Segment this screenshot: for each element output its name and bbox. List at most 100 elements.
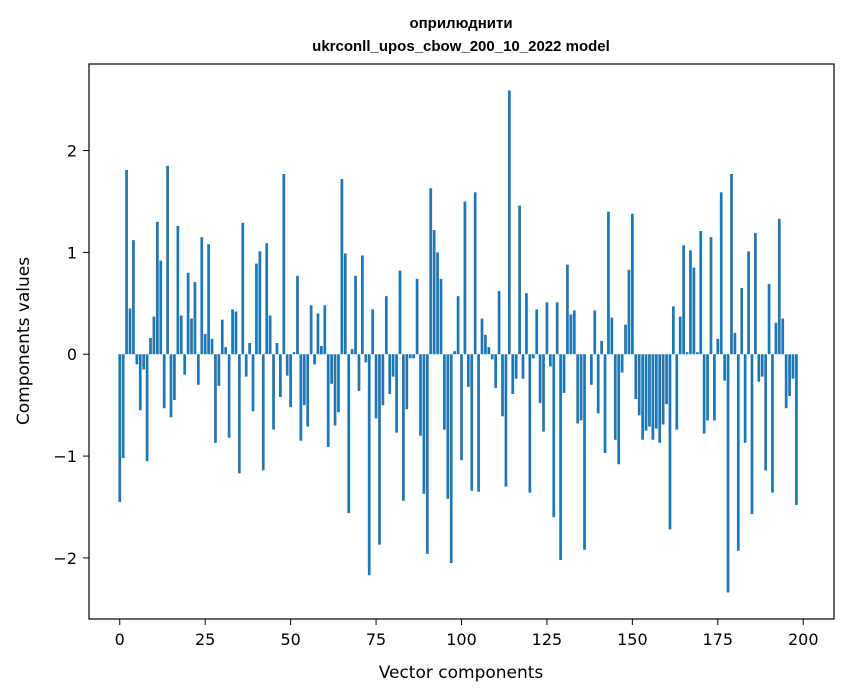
bar-21 bbox=[190, 318, 193, 355]
bar-86 bbox=[412, 354, 416, 359]
chart-title-line1: оприлюднити bbox=[409, 15, 512, 32]
bar-4 bbox=[132, 240, 135, 355]
bar-1 bbox=[121, 354, 125, 459]
bar-165 bbox=[682, 245, 685, 355]
bar-42 bbox=[261, 354, 265, 471]
bar-88 bbox=[419, 354, 422, 436]
bar-27 bbox=[210, 338, 214, 355]
bar-119 bbox=[525, 293, 528, 355]
bar-126 bbox=[548, 354, 552, 367]
bar-121 bbox=[531, 354, 535, 359]
bar-62 bbox=[330, 354, 333, 384]
bar-12 bbox=[159, 260, 163, 355]
bar-116 bbox=[514, 354, 518, 379]
bar-138 bbox=[590, 354, 593, 385]
x-tick-label-125: 125 bbox=[532, 630, 563, 649]
bar-80 bbox=[391, 354, 395, 377]
x-tick-label-50: 50 bbox=[280, 630, 300, 649]
bar-105 bbox=[477, 354, 480, 492]
bar-171 bbox=[702, 354, 706, 434]
bar-2 bbox=[125, 169, 128, 355]
bar-139 bbox=[593, 310, 597, 355]
bar-169 bbox=[695, 352, 699, 355]
bar-129 bbox=[559, 354, 562, 560]
bar-23 bbox=[196, 354, 200, 385]
bar-50 bbox=[289, 354, 292, 408]
bar-189 bbox=[764, 354, 768, 471]
bar-0 bbox=[118, 354, 122, 502]
bar-167 bbox=[689, 250, 692, 355]
bar-83 bbox=[402, 354, 405, 501]
bar-8 bbox=[145, 354, 149, 462]
bar-175 bbox=[716, 338, 720, 355]
bar-5 bbox=[135, 354, 139, 365]
bar-69 bbox=[354, 275, 357, 355]
y-tick-label--1: −1 bbox=[53, 447, 77, 466]
bar-101 bbox=[463, 201, 467, 355]
bar-18 bbox=[179, 315, 183, 355]
x-axis-ticks: 0 25 50 75 100 125 150 175 200 bbox=[115, 619, 819, 649]
bar-57 bbox=[313, 354, 316, 365]
bar-155 bbox=[648, 354, 651, 427]
bar-192 bbox=[774, 322, 778, 355]
bar-198 bbox=[795, 354, 798, 505]
bar-188 bbox=[760, 354, 764, 377]
bar-76 bbox=[378, 354, 381, 545]
y-tick-label--2: −2 bbox=[53, 549, 77, 568]
bar-85 bbox=[408, 354, 412, 359]
bar-39 bbox=[251, 354, 255, 412]
bar-170 bbox=[699, 231, 703, 355]
bar-55 bbox=[306, 354, 310, 427]
bar-181 bbox=[736, 354, 740, 551]
bar-19 bbox=[183, 354, 187, 375]
bar-32 bbox=[227, 354, 231, 438]
bar-134 bbox=[576, 354, 580, 424]
bar-33 bbox=[231, 309, 234, 355]
bar-149 bbox=[627, 269, 631, 355]
x-tick-label-25: 25 bbox=[195, 630, 215, 649]
bar-74 bbox=[371, 309, 375, 355]
bar-81 bbox=[395, 354, 398, 433]
bar-16 bbox=[173, 354, 176, 401]
x-tick-label-75: 75 bbox=[366, 630, 386, 649]
bar-193 bbox=[777, 218, 781, 355]
bar-128 bbox=[555, 302, 559, 355]
bar-196 bbox=[788, 354, 791, 396]
y-tick-label-0: 0 bbox=[67, 345, 77, 364]
bar-157 bbox=[654, 354, 658, 429]
bar-178 bbox=[726, 354, 730, 593]
bar-77 bbox=[381, 354, 385, 406]
bar-174 bbox=[713, 354, 716, 421]
bar-130 bbox=[562, 354, 566, 393]
bar-152 bbox=[637, 354, 641, 416]
bar-31 bbox=[224, 347, 228, 355]
bar-47 bbox=[279, 354, 282, 397]
bar-13 bbox=[162, 354, 166, 409]
bar-144 bbox=[610, 317, 614, 355]
bar-72 bbox=[364, 354, 368, 363]
bar-164 bbox=[678, 316, 682, 355]
bar-114 bbox=[507, 90, 511, 355]
bar-38 bbox=[248, 343, 251, 355]
bar-183 bbox=[743, 354, 747, 443]
bar-64 bbox=[337, 354, 340, 413]
bar-106 bbox=[480, 318, 484, 355]
bar-190 bbox=[767, 283, 771, 355]
bar-10 bbox=[152, 316, 156, 355]
bar-179 bbox=[730, 173, 733, 355]
plot-frame bbox=[88, 63, 835, 620]
bar-102 bbox=[466, 354, 470, 387]
bar-28 bbox=[214, 354, 217, 443]
bar-82 bbox=[398, 270, 402, 355]
bar-97 bbox=[449, 354, 453, 563]
bar-115 bbox=[511, 354, 515, 394]
bar-99 bbox=[456, 296, 460, 355]
bar-108 bbox=[487, 347, 491, 355]
bar-11 bbox=[155, 221, 159, 355]
bar-185 bbox=[750, 354, 754, 515]
bar-45 bbox=[272, 354, 275, 430]
bar-146 bbox=[617, 354, 621, 465]
bar-122 bbox=[535, 309, 539, 355]
bar-172 bbox=[706, 354, 709, 421]
